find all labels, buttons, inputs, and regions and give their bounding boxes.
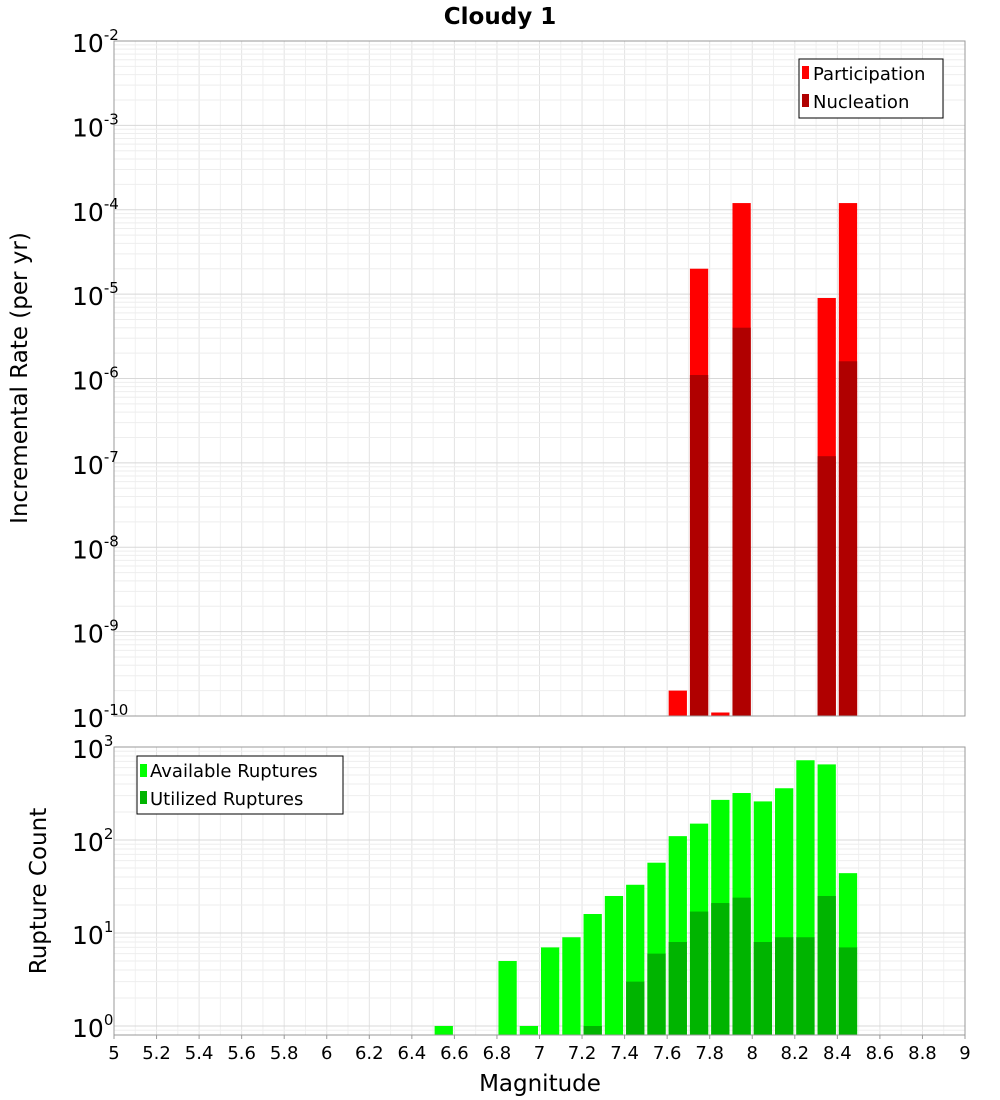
bottom-bar-series1 xyxy=(817,895,836,1035)
bottom-bar-series1 xyxy=(711,903,730,1035)
x-tick-label: 9 xyxy=(959,1043,970,1064)
top-ytick-label: 10-5 xyxy=(72,279,119,311)
x-tick-label: 6.4 xyxy=(398,1043,427,1064)
bottom-ytick-label: 101 xyxy=(72,918,113,950)
x-tick-label: 7.4 xyxy=(610,1043,639,1064)
x-tick-label: 6.6 xyxy=(440,1043,469,1064)
top-legend-box xyxy=(798,58,944,119)
bottom-bar-series0 xyxy=(519,1025,538,1035)
top-ytick-label: 10-8 xyxy=(72,532,119,564)
legend-label-utilized: Utilized Ruptures xyxy=(150,789,303,810)
x-tick-label: 5.2 xyxy=(142,1043,171,1064)
x-tick-label: 6.8 xyxy=(483,1043,512,1064)
x-tick-label: 6 xyxy=(321,1043,332,1064)
bottom-bar-series0 xyxy=(604,895,624,1035)
bottom-bar-series1 xyxy=(775,937,794,1035)
bottom-bar-series1 xyxy=(668,942,687,1035)
bottom-bar-series0 xyxy=(434,1025,453,1035)
bottom-bar-series1 xyxy=(583,1025,602,1035)
top-bar-series1 xyxy=(838,361,858,716)
bottom-ytick-label: 102 xyxy=(72,825,113,857)
bottom-legend: Available Ruptures Utilized Ruptures xyxy=(136,755,344,815)
x-tick-label: 5.8 xyxy=(270,1043,299,1064)
legend-swatch-available xyxy=(140,764,147,777)
bottom-bar-series1 xyxy=(753,942,773,1035)
top-bar-series1 xyxy=(817,456,836,716)
legend-label-participation: Participation xyxy=(813,64,925,85)
x-tick-label: 8.8 xyxy=(908,1043,937,1064)
top-plot-frame xyxy=(113,40,966,717)
top-bars xyxy=(668,203,858,716)
x-axis-label: Magnitude xyxy=(479,1071,601,1097)
bottom-y-axis-label: Rupture Count xyxy=(26,808,52,974)
x-tick-label: 7.6 xyxy=(653,1043,682,1064)
legend-label-available: Available Ruptures xyxy=(150,761,318,782)
x-tick-label: 8 xyxy=(747,1043,758,1064)
top-ytick-label: 10-3 xyxy=(72,110,119,142)
x-tick-label: 6.2 xyxy=(355,1043,384,1064)
bottom-bar-series1 xyxy=(647,953,666,1035)
bottom-bar-series1 xyxy=(626,981,645,1035)
top-ytick-label: 10-10 xyxy=(72,701,128,733)
legend-swatch-utilized xyxy=(140,791,147,804)
top-grid xyxy=(113,40,966,717)
top-y-ticks: 10-10 10-9 10-8 10-7 10-6 10-5 10-4 10-3 10-2 xyxy=(72,26,128,733)
legend-label-nucleation: Nucleation xyxy=(813,92,909,113)
bottom-ytick-label: 103 xyxy=(72,732,113,764)
bottom-bar-series1 xyxy=(796,937,815,1035)
x-tick-label: 5.6 xyxy=(227,1043,256,1064)
bottom-ytick-label: 100 xyxy=(72,1011,113,1043)
top-ytick-label: 10-2 xyxy=(72,26,119,58)
x-tick-label: 5 xyxy=(108,1043,119,1064)
bottom-bar-series0 xyxy=(562,937,581,1035)
bottom-bar-series1 xyxy=(689,911,709,1035)
top-bar-series1 xyxy=(732,327,751,716)
chart-title: Cloudy 1 xyxy=(444,4,556,30)
x-tick-label: 8.4 xyxy=(823,1043,852,1064)
top-ytick-label: 10-6 xyxy=(72,364,119,396)
top-y-axis-label: Incremental Rate (per yr) xyxy=(7,232,33,524)
bottom-bar-series0 xyxy=(541,947,560,1035)
legend-swatch-participation xyxy=(802,66,809,79)
legend-swatch-nucleation xyxy=(802,94,809,107)
bottom-x-ticks: 5 5.2 5.4 5.6 5.8 6 6.2 6.4 6.6 6.8 7 7.2 7.4 7.6 7.8 8… xyxy=(108,1035,971,1064)
top-ytick-label: 10-4 xyxy=(72,195,119,227)
bottom-y-ticks: 100 101 102 103 xyxy=(72,732,113,1043)
x-tick-label: 8.2 xyxy=(780,1043,809,1064)
x-tick-label: 8.6 xyxy=(866,1043,895,1064)
top-bar-series0 xyxy=(711,712,730,716)
top-bar-series1 xyxy=(689,375,709,716)
x-tick-label: 7.8 xyxy=(695,1043,724,1064)
x-tick-label: 5.4 xyxy=(185,1043,214,1064)
x-tick-label: 7.2 xyxy=(568,1043,597,1064)
bottom-bar-series0 xyxy=(498,960,517,1035)
bottom-bar-series1 xyxy=(838,947,858,1035)
top-legend: Participation Nucleation xyxy=(798,58,944,119)
x-tick-label: 7 xyxy=(534,1043,545,1064)
top-bar-series0 xyxy=(668,690,687,716)
bottom-legend-box xyxy=(136,755,344,815)
bottom-bar-series0 xyxy=(583,914,602,1035)
bottom-bar-series1 xyxy=(732,897,751,1035)
top-ytick-label: 10-7 xyxy=(72,448,119,480)
top-ytick-label: 10-9 xyxy=(72,617,119,649)
bottom-bars xyxy=(434,760,858,1035)
